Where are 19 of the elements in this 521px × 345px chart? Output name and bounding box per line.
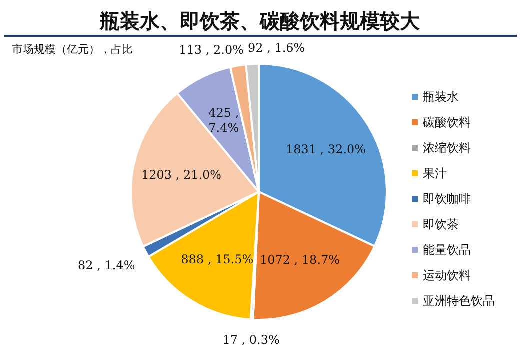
- data-label: 113 , 2.0%: [179, 42, 244, 57]
- data-label: 92 , 1.6%: [248, 41, 306, 56]
- data-label: 888 , 15.5%: [181, 252, 254, 267]
- chart-title: 瓶装水、即饮茶、碳酸饮料规模较大: [99, 9, 421, 33]
- legend-label: 亚洲特色饮品: [423, 294, 495, 308]
- legend-label: 碳酸饮料: [422, 116, 471, 130]
- legend-label: 浓缩饮料: [423, 141, 471, 155]
- data-label: 82 , 1.4%: [78, 258, 136, 272]
- data-label: 1072 , 18.7%: [260, 252, 340, 267]
- data-label: 1831 , 32.0%: [286, 142, 366, 156]
- text: 市场规模（亿元），占比: [12, 43, 133, 56]
- legend-label: 能量饮品: [423, 243, 471, 257]
- legend-label: 瓶装水: [423, 90, 459, 104]
- legend-label: 即饮咖啡: [423, 192, 471, 206]
- legend-label: 即饮茶: [423, 218, 459, 232]
- legend-label: 果汁: [423, 166, 447, 180]
- legend-label: 运动饮料: [423, 268, 471, 282]
- data-label: 1203 , 21.0%: [141, 168, 222, 182]
- data-label: 425 , 7.4%: [208, 106, 240, 135]
